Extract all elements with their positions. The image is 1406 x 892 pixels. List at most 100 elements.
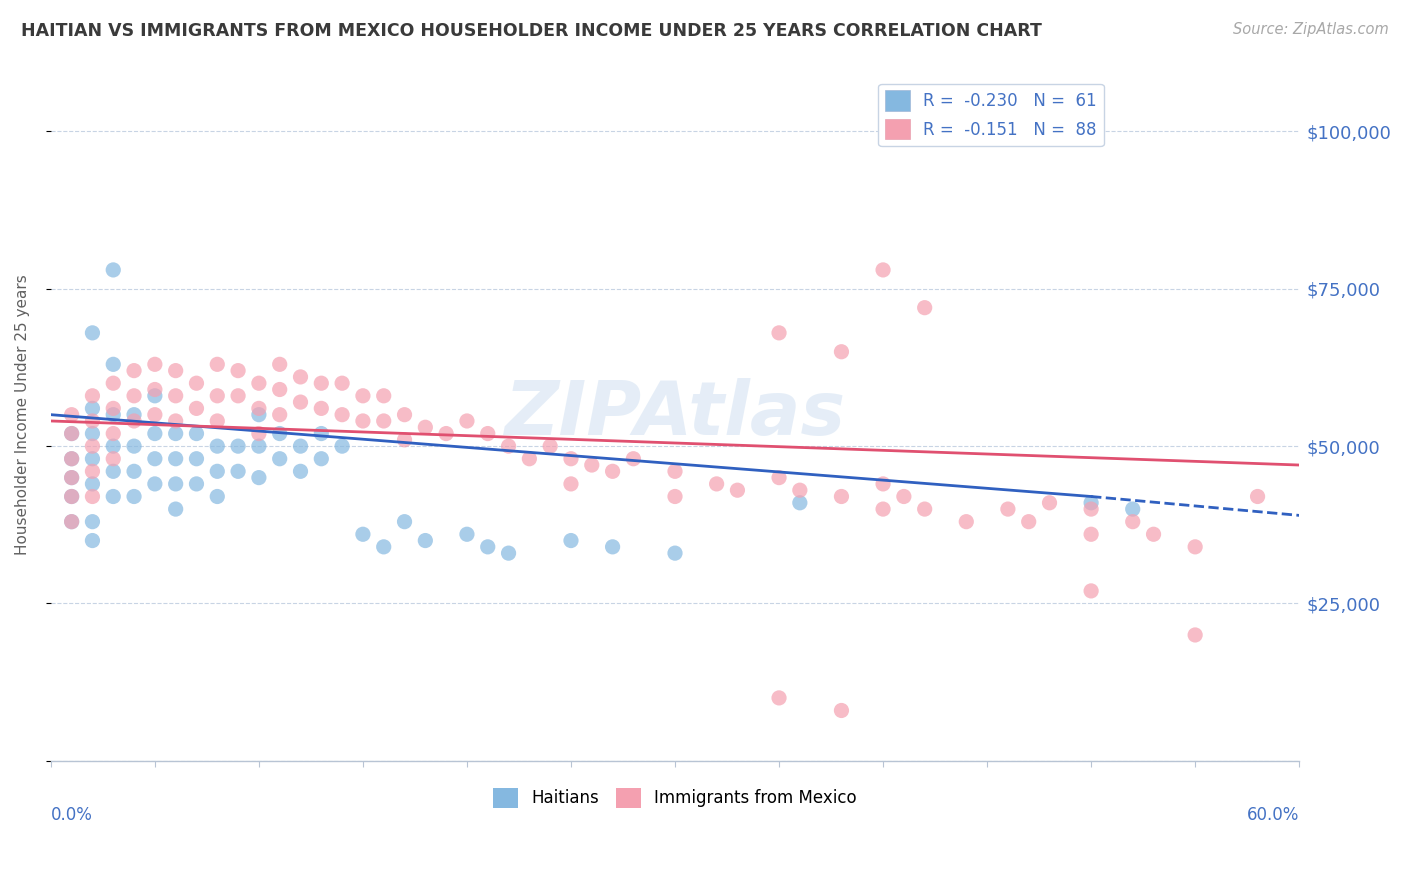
Point [311, 426, 333, 441]
Point [143, 408, 166, 422]
Point [82, 439, 104, 453]
Point [60, 426, 83, 441]
Point [830, 344, 852, 359]
Point [269, 383, 291, 397]
Point [165, 426, 187, 441]
Point [247, 401, 270, 416]
Point [373, 414, 395, 428]
Text: ZIPAtlas: ZIPAtlas [505, 378, 845, 451]
Point [207, 464, 229, 478]
Point [269, 408, 291, 422]
Point [60, 451, 83, 466]
Point [602, 464, 624, 478]
Text: 60.0%: 60.0% [1247, 805, 1299, 824]
Point [1122, 515, 1144, 529]
Point [247, 470, 270, 484]
Point [207, 389, 229, 403]
Point [311, 376, 333, 391]
Point [103, 464, 125, 478]
Point [103, 490, 125, 504]
Point [330, 439, 353, 453]
Point [1142, 527, 1164, 541]
Point [955, 515, 977, 529]
Point [538, 439, 561, 453]
Point [330, 376, 353, 391]
Point [830, 704, 852, 718]
Point [456, 527, 478, 541]
Y-axis label: Householder Income Under 25 years: Householder Income Under 25 years [15, 275, 30, 555]
Point [122, 464, 145, 478]
Point [103, 408, 125, 422]
Point [103, 263, 125, 277]
Point [82, 515, 104, 529]
Point [82, 414, 104, 428]
Point [1080, 496, 1102, 510]
Point [1080, 502, 1102, 516]
Point [247, 408, 270, 422]
Point [914, 502, 936, 516]
Point [82, 476, 104, 491]
Point [789, 483, 811, 498]
Point [394, 433, 416, 447]
Point [269, 451, 291, 466]
Point [477, 540, 499, 554]
Point [186, 401, 208, 416]
Point [352, 414, 374, 428]
Point [706, 476, 728, 491]
Point [477, 426, 499, 441]
Point [330, 408, 353, 422]
Point [311, 401, 333, 416]
Point [1018, 515, 1040, 529]
Point [122, 363, 145, 377]
Point [143, 451, 166, 466]
Point [581, 458, 603, 472]
Point [415, 533, 437, 548]
Point [664, 546, 686, 560]
Point [247, 439, 270, 453]
Point [82, 464, 104, 478]
Point [560, 476, 582, 491]
Point [60, 451, 83, 466]
Point [143, 357, 166, 371]
Point [165, 414, 187, 428]
Point [247, 376, 270, 391]
Point [82, 490, 104, 504]
Point [143, 389, 166, 403]
Point [373, 389, 395, 403]
Text: HAITIAN VS IMMIGRANTS FROM MEXICO HOUSEHOLDER INCOME UNDER 25 YEARS CORRELATION : HAITIAN VS IMMIGRANTS FROM MEXICO HOUSEH… [21, 22, 1042, 40]
Point [290, 395, 312, 409]
Point [122, 439, 145, 453]
Point [103, 451, 125, 466]
Point [226, 464, 249, 478]
Point [122, 414, 145, 428]
Point [207, 490, 229, 504]
Point [434, 426, 457, 441]
Point [997, 502, 1019, 516]
Point [621, 451, 644, 466]
Point [186, 451, 208, 466]
Point [165, 502, 187, 516]
Point [103, 426, 125, 441]
Point [186, 426, 208, 441]
Point [60, 515, 83, 529]
Point [290, 464, 312, 478]
Point [60, 490, 83, 504]
Text: Source: ZipAtlas.com: Source: ZipAtlas.com [1233, 22, 1389, 37]
Point [60, 470, 83, 484]
Point [122, 490, 145, 504]
Point [602, 540, 624, 554]
Point [103, 357, 125, 371]
Point [872, 476, 894, 491]
Point [60, 490, 83, 504]
Point [914, 301, 936, 315]
Point [1184, 540, 1206, 554]
Point [269, 426, 291, 441]
Point [122, 408, 145, 422]
Point [82, 326, 104, 340]
Point [82, 401, 104, 416]
Point [415, 420, 437, 434]
Point [60, 470, 83, 484]
Point [1080, 583, 1102, 598]
Point [789, 496, 811, 510]
Point [394, 408, 416, 422]
